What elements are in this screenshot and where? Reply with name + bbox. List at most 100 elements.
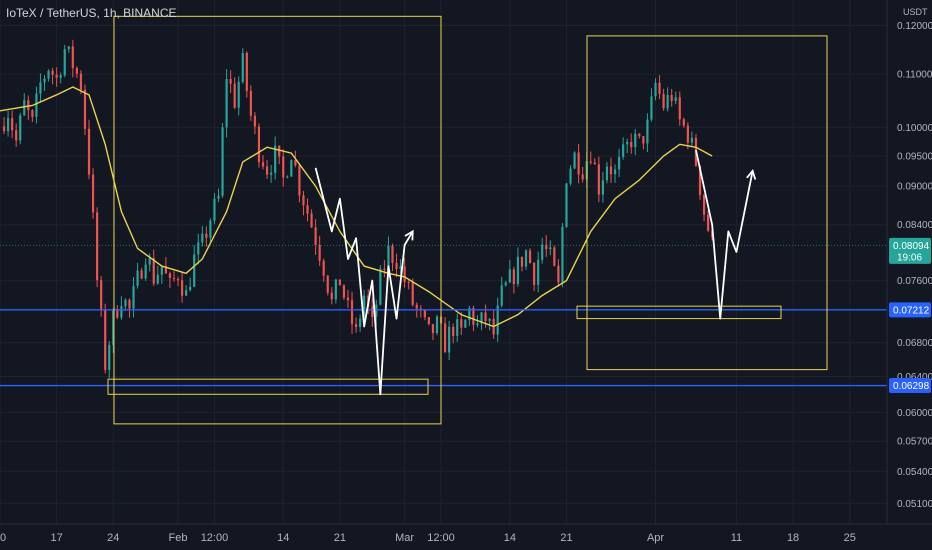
candle-body [136,270,139,286]
candle-body [407,282,410,284]
time-tick: 14 [277,532,289,544]
currency-unit: USDT [903,7,928,17]
time-tick: 21 [334,532,346,544]
candle-body [209,220,212,238]
candle-body [164,266,167,274]
candle-body [350,300,354,325]
candle-body [91,174,95,213]
candle-body [172,278,176,280]
annotation-paths[interactable] [314,149,757,396]
candle-body [31,110,34,117]
candle-body [399,266,402,270]
candle-body [334,279,337,300]
candle-body [11,118,14,131]
candle-body [63,49,66,76]
candle-body [245,52,248,91]
candle-body [674,97,677,102]
annotation-boxes[interactable] [107,15,828,425]
candle-body [634,133,637,148]
time-tick: Feb [169,532,188,544]
candle-body [427,317,431,325]
candle-body [274,145,277,173]
candle-body [225,78,228,128]
current-price-tag-countdown: 19:06 [897,252,922,263]
price-tick: 0.08400 [897,220,932,231]
candle-body [431,324,435,334]
candle-body [480,312,483,324]
candle-body [605,166,609,181]
candle-body [553,247,556,266]
candle-body [666,95,669,109]
candle-body [47,70,50,79]
candle-body [682,119,685,126]
annotation-arrow-path[interactable] [695,149,754,320]
candle-body [670,95,673,102]
price-tick: 0.06400 [897,372,932,383]
candle-body [630,141,633,148]
time-scale[interactable]: 10 17 24 Feb 12:00 14 21 Mar 12:00 14 21 Apr 11 18 25 [0,532,856,544]
candle-body [561,226,564,283]
ma-line [0,86,713,328]
time-tick: 10 [0,532,6,544]
candle-body [189,286,192,291]
candle-body [338,279,341,286]
price-tick: 0.05100 [897,499,932,510]
candle-body [322,260,325,276]
candle-body [197,242,200,255]
candle-body [415,304,418,309]
candle-body [27,100,30,111]
candle-body [528,250,532,264]
arrow-head [746,169,757,180]
candle-body [318,244,321,261]
candle-body [395,262,398,270]
time-tick: 12:00 [201,532,229,544]
candle-body [593,162,596,165]
candle-body [549,247,552,250]
annotation-rectangle[interactable] [586,35,828,371]
candle-body [371,306,374,317]
candle-body [193,254,196,287]
candle-body [698,165,702,195]
candle-body [638,133,641,137]
candle-body [128,299,131,309]
price-tick: 0.07600 [897,276,932,287]
candle-body [249,90,252,116]
candle-body [456,319,459,336]
current-price-tag-value: 0.08094 [893,241,930,252]
candle-body [298,165,301,196]
horizontal-levels[interactable] [0,244,887,387]
price-scale[interactable]: 0.12000 0.11000 0.10000 0.09500 0.09000 0.084… [897,21,932,510]
price-tick: 0.09000 [897,182,932,193]
candle-body [379,268,382,305]
candle-body [6,118,10,132]
candle-body [112,309,115,345]
annotation-rectangle[interactable] [576,305,782,320]
annotation-arrow-path[interactable] [314,167,414,396]
annotation-rectangle[interactable] [113,15,442,425]
candle-body [221,127,224,196]
candle-body [241,52,244,82]
time-tick: 24 [107,532,119,544]
candle-body [15,130,18,141]
candle-body [148,258,151,265]
annotation-rectangle[interactable] [107,378,429,395]
candle-body [168,273,172,279]
candle-body [2,126,6,132]
level-lower-tag-value: 0.06298 [893,381,930,392]
candle-body [152,258,155,284]
time-tick: 14 [504,532,516,544]
time-tick: 17 [51,532,63,544]
candle-body [617,156,621,170]
candle-body [120,306,123,318]
time-tick: 12:00 [427,532,455,544]
candle-body [270,172,273,175]
candle-body [537,259,540,285]
candle-series [2,39,714,378]
candle-body [573,152,576,169]
candle-body [654,82,657,97]
candle-body [508,269,511,283]
candle-body [286,176,289,178]
candle-body [282,156,285,178]
